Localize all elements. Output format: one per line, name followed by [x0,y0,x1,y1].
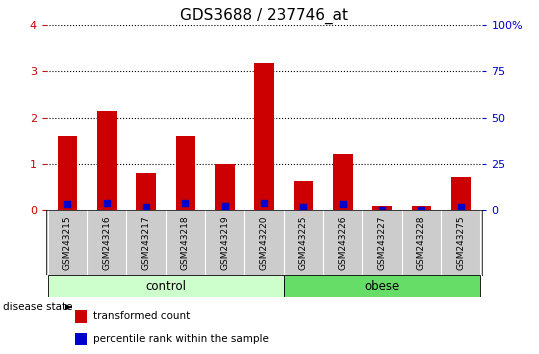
Bar [451,177,471,210]
Bar [412,206,431,210]
Text: GSM243216: GSM243216 [102,215,111,270]
Bar [58,136,77,210]
Point [220,204,229,209]
Text: GSM243220: GSM243220 [260,215,268,270]
Point [417,207,426,213]
Text: GSM243226: GSM243226 [338,215,347,270]
Text: percentile rank within the sample: percentile rank within the sample [93,334,268,344]
Text: GSM243227: GSM243227 [378,215,386,270]
Bar [48,275,284,297]
Text: disease state: disease state [3,302,72,312]
Bar [372,206,392,210]
Text: transformed count: transformed count [93,312,190,321]
Text: GSM243218: GSM243218 [181,215,190,270]
Point [102,200,111,205]
Point [142,204,150,210]
Bar [75,310,87,322]
Bar [97,110,116,210]
Title: GDS3688 / 237746_at: GDS3688 / 237746_at [180,7,348,24]
Text: GSM243275: GSM243275 [457,215,465,270]
Point [378,207,386,213]
Bar [215,164,234,210]
Text: GSM243219: GSM243219 [220,215,229,270]
Point [181,200,190,206]
Bar [136,173,156,210]
Text: GSM243217: GSM243217 [142,215,150,270]
Point [338,201,347,207]
Point [63,201,72,206]
Text: control: control [146,280,186,292]
Point [299,205,308,210]
Point [260,200,268,205]
Bar [75,333,87,346]
Text: GSM243228: GSM243228 [417,215,426,270]
Text: obese: obese [364,280,400,292]
Bar [294,181,313,210]
Bar [254,63,274,210]
Text: GSM243225: GSM243225 [299,215,308,270]
Bar [176,136,195,210]
Bar [333,154,353,210]
Bar [284,275,480,297]
Text: GSM243215: GSM243215 [63,215,72,270]
Point [457,205,465,210]
